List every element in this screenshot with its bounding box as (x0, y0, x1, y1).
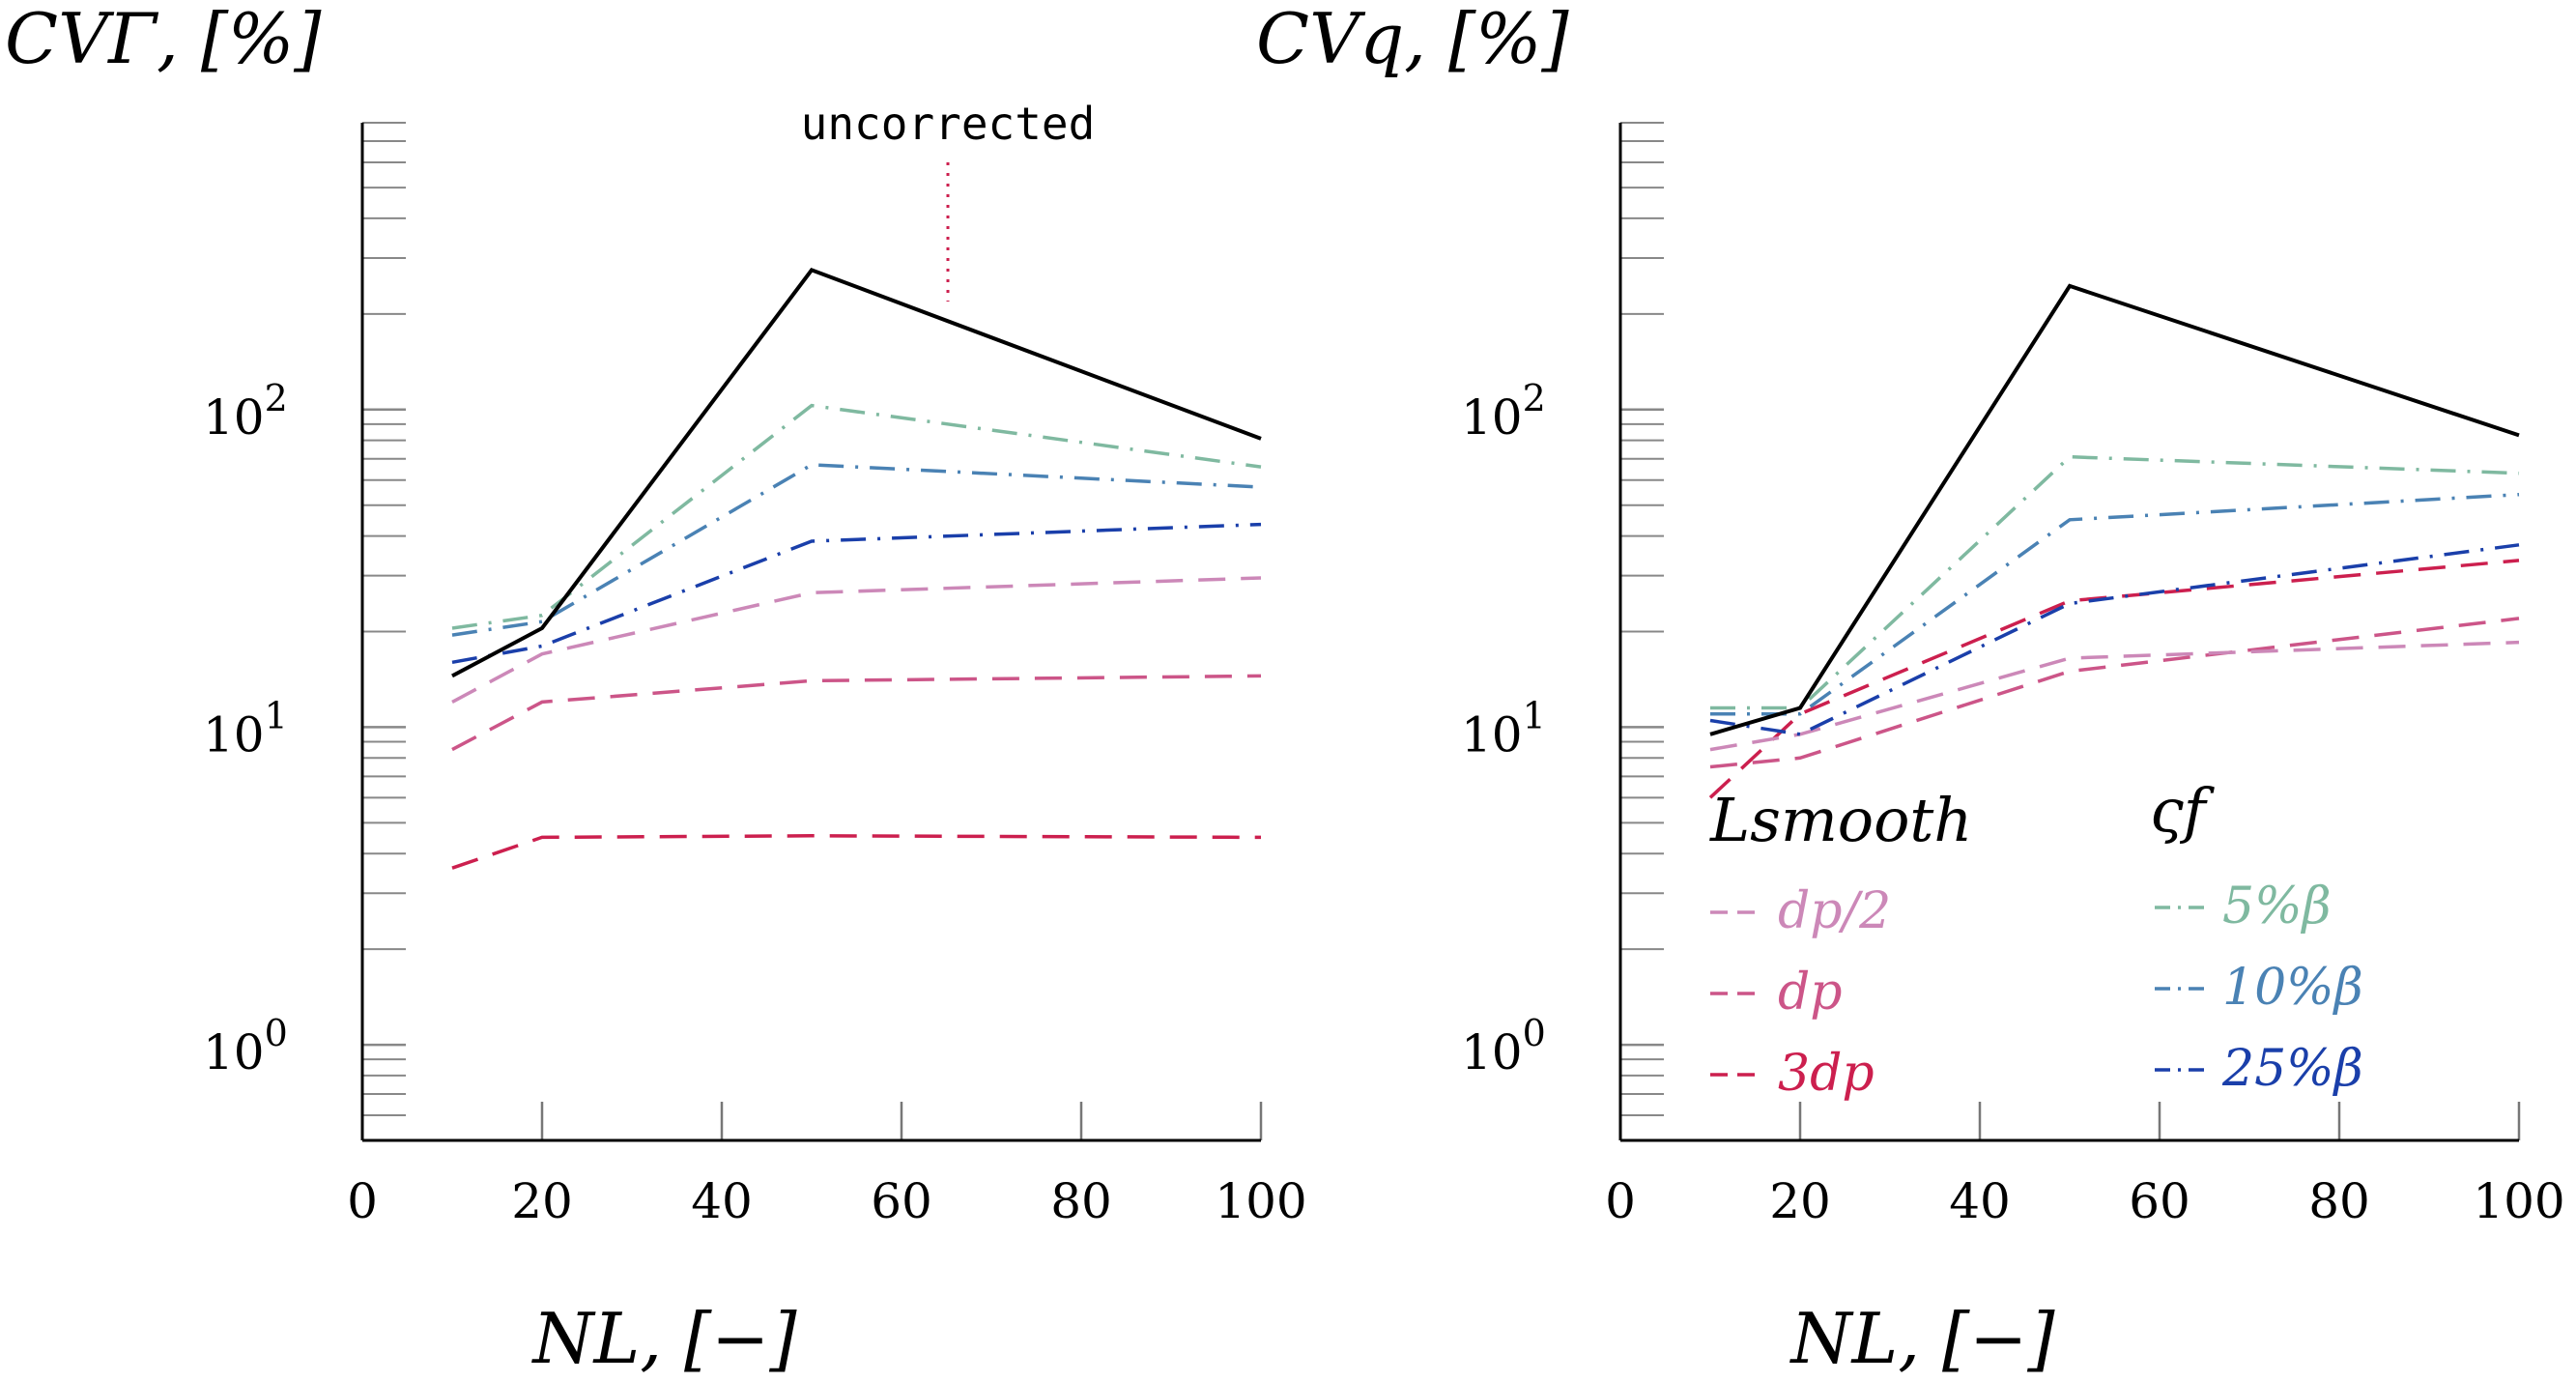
right-y-tick-label: 100 (1461, 1012, 1546, 1080)
left-x-tick-label: 0 (347, 1173, 378, 1229)
legend-left-items: dp/2 dp 3dp (1710, 882, 1891, 1103)
left-series-line (451, 674, 1262, 752)
legend-left-title: Lsmooth (1709, 785, 1972, 855)
left-minor-ticks (362, 122, 406, 1141)
left-x-tick-label: 60 (871, 1173, 932, 1229)
legend-right-label: 5%β (2222, 878, 2332, 936)
right-series-line (1708, 559, 2520, 799)
left-x-tick-label: 40 (691, 1173, 753, 1229)
legend: Lsmooth ςf dp/2 dp 3dp 5%β 10%β 25%β (1709, 775, 2363, 1103)
left-x-tick-labels: 0 20 40 60 80 100 (347, 1173, 1307, 1229)
left-y-tick-label: 100 (203, 1012, 288, 1080)
left-series-lines (451, 268, 1262, 870)
left-x-tick-label: 80 (1050, 1173, 1112, 1229)
legend-left-label: dp/2 (1778, 882, 1891, 940)
left-xlabel: NL, [−] (530, 1298, 797, 1379)
right-series-line (1709, 283, 2520, 736)
left-series-line (451, 268, 1262, 678)
left-x-tick-label: 100 (1215, 1173, 1306, 1229)
legend-left-label: dp (1778, 964, 1843, 1022)
right-y-tick-labels: 100 101 102 (1461, 377, 1546, 1080)
left-y-tick-labels: 100 101 102 (203, 377, 288, 1080)
uncorrected-annotation: uncorrected (801, 98, 1096, 150)
right-x-tick-label: 0 (1605, 1173, 1636, 1229)
left-series-line (451, 403, 1262, 630)
right-series-line (1709, 617, 2520, 769)
left-x-tick-label: 20 (511, 1173, 573, 1229)
right-series-line (1710, 492, 2520, 716)
left-panel: CVΓ, [%] 100 101 102 0 20 40 60 80 100 uncorrec… (5, 0, 1307, 1379)
right-x-tick-label: 60 (2129, 1173, 2190, 1229)
legend-right-label: 25%β (2221, 1040, 2363, 1098)
right-x-ticks (1798, 1102, 2521, 1140)
left-series-line (451, 576, 1262, 704)
right-x-tick-label: 20 (1769, 1173, 1831, 1229)
right-series-line (1710, 454, 2520, 710)
legend-left-label: 3dp (1778, 1045, 1875, 1103)
right-x-tick-label: 80 (2308, 1173, 2370, 1229)
right-minor-ticks (1620, 122, 1664, 1141)
legend-right-items: 5%β 10%β 25%β (2155, 878, 2363, 1098)
right-x-tick-labels: 0 20 40 60 80 100 (1605, 1173, 2565, 1229)
right-y-tick-label: 102 (1461, 377, 1546, 446)
right-panel: CVq, [%] 100 101 102 0 20 40 60 80 100 NL, [−] (1256, 0, 2565, 1379)
right-x-tick-label: 40 (1949, 1173, 2011, 1229)
right-x-tick-label: 100 (2473, 1173, 2564, 1229)
right-series-line (1709, 640, 2520, 752)
right-series-line (1709, 543, 2520, 736)
left-y-tick-label: 102 (203, 377, 288, 446)
left-x-ticks (540, 1102, 1263, 1140)
legend-right-label: 10%β (2222, 959, 2363, 1017)
left-ylabel: CVΓ, [%] (5, 0, 322, 79)
left-series-line (451, 834, 1262, 870)
left-y-tick-label: 101 (203, 694, 288, 763)
legend-right-title: ςf (2150, 775, 2216, 846)
right-y-tick-label: 101 (1461, 694, 1546, 763)
left-series-line (451, 522, 1262, 665)
right-series-lines (1708, 283, 2520, 799)
left-series-line (451, 463, 1262, 637)
right-xlabel: NL, [−] (1789, 1298, 2055, 1379)
right-ylabel: CVq, [%] (1256, 0, 1569, 79)
